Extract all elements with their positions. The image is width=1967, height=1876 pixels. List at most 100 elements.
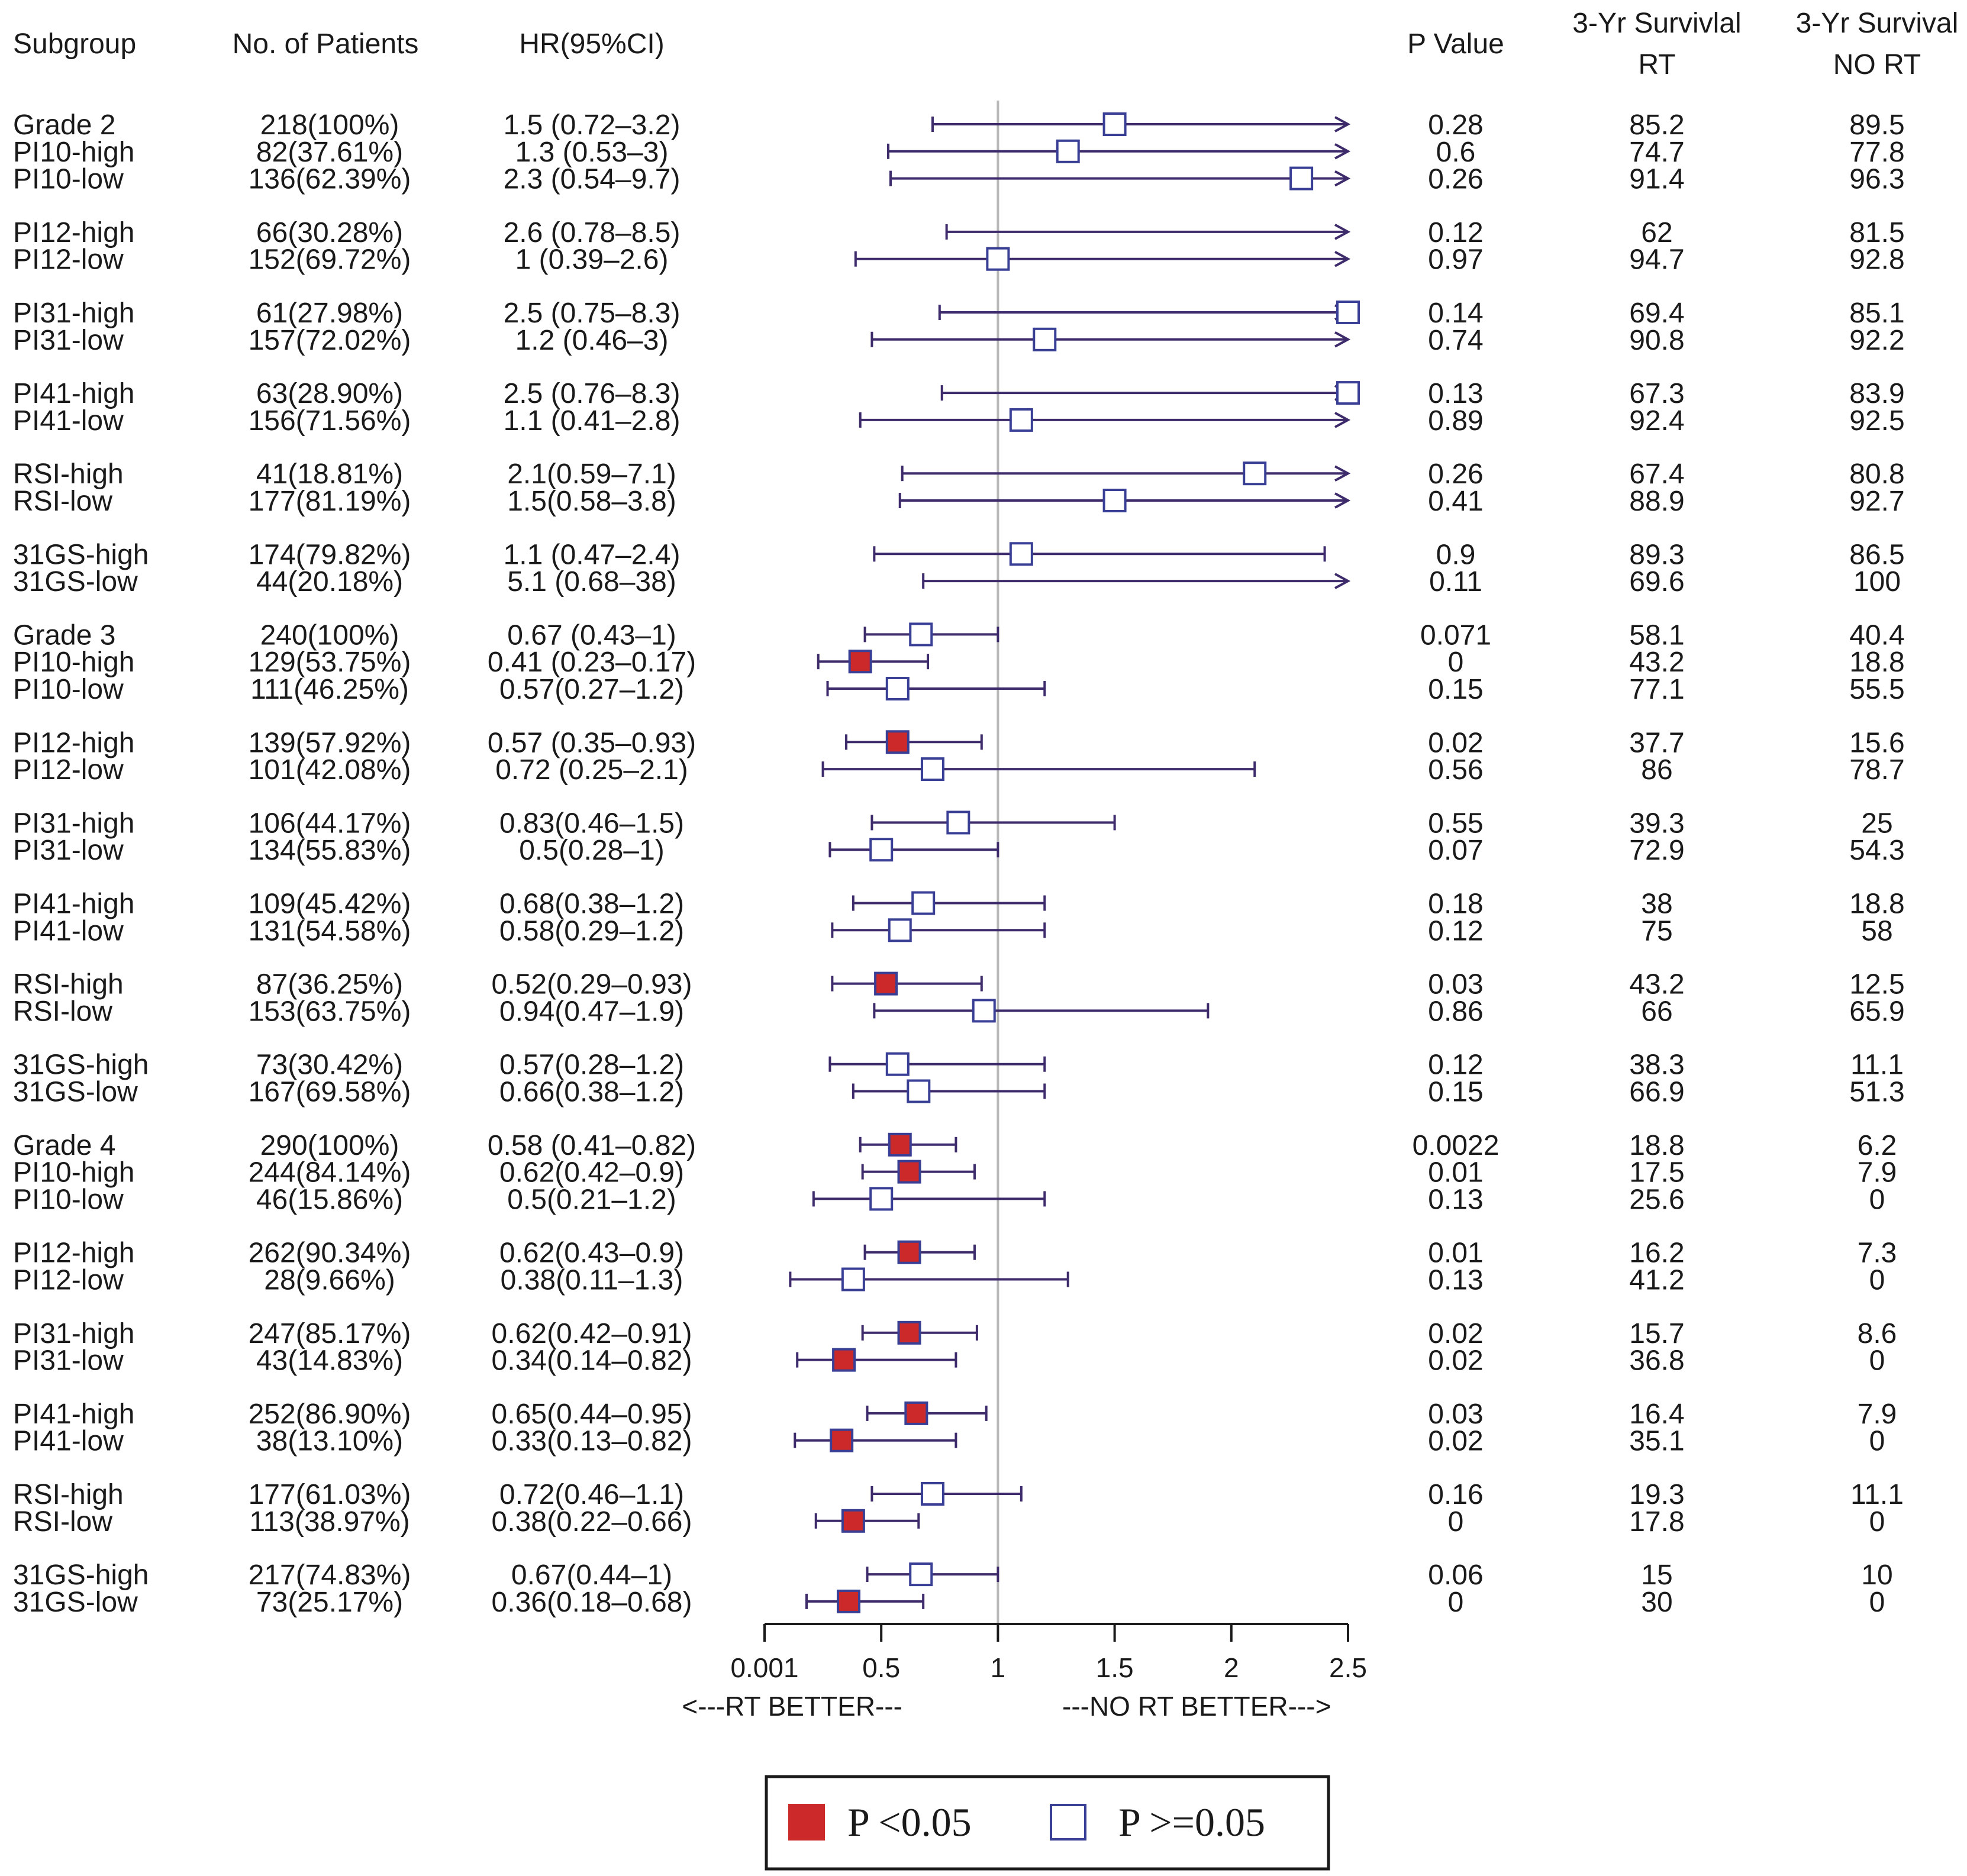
row-hr-ci: 0.38(0.22–0.66) [492, 1506, 692, 1538]
row-p-value: 0.03 [1428, 969, 1483, 1000]
forest-row: PI31-high 61(27.98%) 2.5 (0.75–8.3) 0.14 69.… [13, 298, 1905, 329]
row-survival-rt: 66.9 [1629, 1077, 1684, 1108]
row-p-value: 0.28 [1428, 109, 1483, 141]
row-subgroup-label: PI41-high [13, 1399, 134, 1430]
ci-arrow-high [1334, 412, 1351, 428]
ci-arrow-high [1334, 573, 1351, 589]
row-hr-ci: 0.57 (0.35–0.93) [488, 727, 696, 758]
row-patients: 244(84.14%) [249, 1157, 411, 1189]
row-subgroup-label: 31GS-high [13, 1559, 149, 1591]
forest-row: PI41-low 156(71.56%) 1.1 (0.41–2.8) 0.89 92.… [13, 405, 1905, 437]
row-patients: 73(25.17%) [256, 1587, 403, 1618]
row-survival-rt: 85.2 [1629, 109, 1684, 141]
row-hr-ci: 2.5 (0.75–8.3) [504, 298, 681, 329]
row-hr-ci: 0.66(0.38–1.2) [499, 1077, 684, 1108]
row-patients: 240(100%) [260, 619, 399, 651]
row-survival-no-rt: 54.3 [1849, 835, 1904, 866]
hr-marker [888, 918, 912, 942]
row-survival-no-rt: 92.7 [1849, 486, 1904, 517]
ci-arrow-high [1334, 465, 1351, 482]
row-survival-no-rt: 55.5 [1849, 674, 1904, 705]
x-axis: 0.001 0.5 1 1.5 2 2.5 <---RT BETTER--- ---NO … [682, 1623, 1367, 1722]
hr-marker [946, 811, 970, 835]
header-nort-line1: 3-Yr Survival [1796, 8, 1959, 39]
forest-row: RSI-high 87(36.25%) 0.52(0.29–0.93) 0.03 43.… [13, 969, 1905, 1000]
row-survival-rt: 18.8 [1629, 1130, 1684, 1161]
row-subgroup-label: PI12-high [13, 217, 134, 248]
x-tick-label: 2.5 [1329, 1652, 1367, 1683]
row-p-value: 0 [1448, 1587, 1464, 1618]
row-survival-rt: 15 [1641, 1559, 1672, 1591]
row-survival-rt: 67.3 [1629, 378, 1684, 409]
xlabel-rt-better: <---RT BETTER--- [682, 1691, 902, 1722]
ci-arrow-high [1334, 116, 1351, 133]
row-subgroup-label: PI31-high [13, 1318, 134, 1349]
row-patients: 218(100%) [260, 109, 399, 141]
row-survival-no-rt: 65.9 [1849, 996, 1904, 1027]
hr-marker [986, 247, 1010, 271]
row-survival-no-rt: 92.5 [1849, 405, 1904, 437]
x-tick-label: 1.5 [1096, 1652, 1134, 1683]
row-subgroup-label: RSI-high [13, 458, 124, 490]
row-patients: 136(62.39%) [249, 164, 411, 195]
row-patients: 134(55.83%) [249, 835, 411, 866]
row-p-value: 0.11 [1429, 566, 1482, 598]
row-subgroup-label: Grade 3 [13, 619, 115, 651]
row-p-value: 0.02 [1428, 1345, 1483, 1377]
row-patients: 247(85.17%) [249, 1318, 411, 1349]
row-patients: 66(30.28%) [256, 217, 403, 248]
forest-row: PI31-low 157(72.02%) 1.2 (0.46–3) 0.74 90.8 9… [13, 325, 1905, 356]
x-tick-label: 1 [991, 1652, 1006, 1683]
forest-row: Grade 3 240(100%) 0.67 (0.43–1) 0.071 58.1 40… [13, 619, 1905, 651]
hr-marker [1009, 542, 1033, 566]
row-patients: 252(86.90%) [249, 1399, 411, 1430]
row-subgroup-label: RSI-low [13, 1506, 112, 1538]
row-survival-no-rt: 80.8 [1849, 458, 1904, 490]
row-survival-rt: 17.8 [1629, 1506, 1684, 1538]
row-survival-no-rt: 89.5 [1849, 109, 1904, 141]
row-patients: 43(14.83%) [256, 1345, 403, 1377]
row-p-value: 0.12 [1428, 915, 1483, 947]
row-survival-no-rt: 58 [1861, 915, 1892, 947]
row-p-value: 0.89 [1428, 405, 1483, 437]
row-p-value: 0.12 [1428, 1050, 1483, 1081]
legend-significant-label: P <0.05 [847, 1800, 972, 1845]
row-survival-rt: 39.3 [1629, 808, 1684, 839]
forest-row: PI12-high 66(30.28%) 2.6 (0.78–8.5) 0.12 62 8… [13, 217, 1905, 248]
hr-marker [909, 1562, 933, 1587]
row-subgroup-label: RSI-low [13, 486, 112, 517]
row-survival-rt: 91.4 [1629, 164, 1684, 195]
header-patients: No. of Patients [233, 28, 419, 60]
row-patients: 38(13.10%) [256, 1426, 403, 1457]
row-survival-rt: 36.8 [1629, 1345, 1684, 1377]
row-subgroup-label: PI41-low [13, 1426, 124, 1457]
row-patients: 73(30.42%) [256, 1050, 403, 1081]
hr-marker [904, 1401, 928, 1425]
row-survival-no-rt: 0 [1869, 1265, 1885, 1296]
row-survival-rt: 30 [1641, 1587, 1672, 1618]
row-hr-ci: 0.62(0.43–0.9) [499, 1238, 684, 1269]
row-subgroup-label: Grade 4 [13, 1130, 115, 1161]
hr-marker [885, 1052, 910, 1076]
forest-row: PI12-high 139(57.92%) 0.57 (0.35–0.93) 0.02… [13, 727, 1905, 758]
row-subgroup-label: PI31-low [13, 325, 124, 356]
row-survival-rt: 75 [1641, 915, 1672, 947]
row-subgroup-label: RSI-high [13, 969, 124, 1000]
row-patients: 82(37.61%) [256, 137, 403, 168]
row-patients: 44(20.18%) [256, 566, 403, 598]
row-subgroup-label: PI41-high [13, 889, 134, 920]
row-p-value: 0.13 [1428, 378, 1483, 409]
x-tick-label: 0.001 [730, 1652, 798, 1683]
row-survival-no-rt: 7.9 [1858, 1157, 1897, 1189]
hr-marker [909, 622, 933, 647]
forest-row: PI10-low 136(62.39%) 2.3 (0.54–9.7) 0.26 91.… [13, 164, 1905, 195]
forest-row: PI31-high 106(44.17%) 0.83(0.46–1.5) 0.55 39… [13, 808, 1893, 839]
row-p-value: 0.03 [1428, 1399, 1483, 1430]
row-hr-ci: 1 (0.39–2.6) [515, 244, 669, 276]
row-p-value: 0.15 [1428, 674, 1483, 705]
row-subgroup-label: PI41-low [13, 405, 124, 437]
row-survival-no-rt: 18.8 [1849, 647, 1904, 678]
row-survival-no-rt: 8.6 [1858, 1318, 1897, 1349]
row-hr-ci: 1.1 (0.47–2.4) [504, 539, 681, 570]
row-hr-ci: 0.5(0.28–1) [519, 835, 665, 866]
